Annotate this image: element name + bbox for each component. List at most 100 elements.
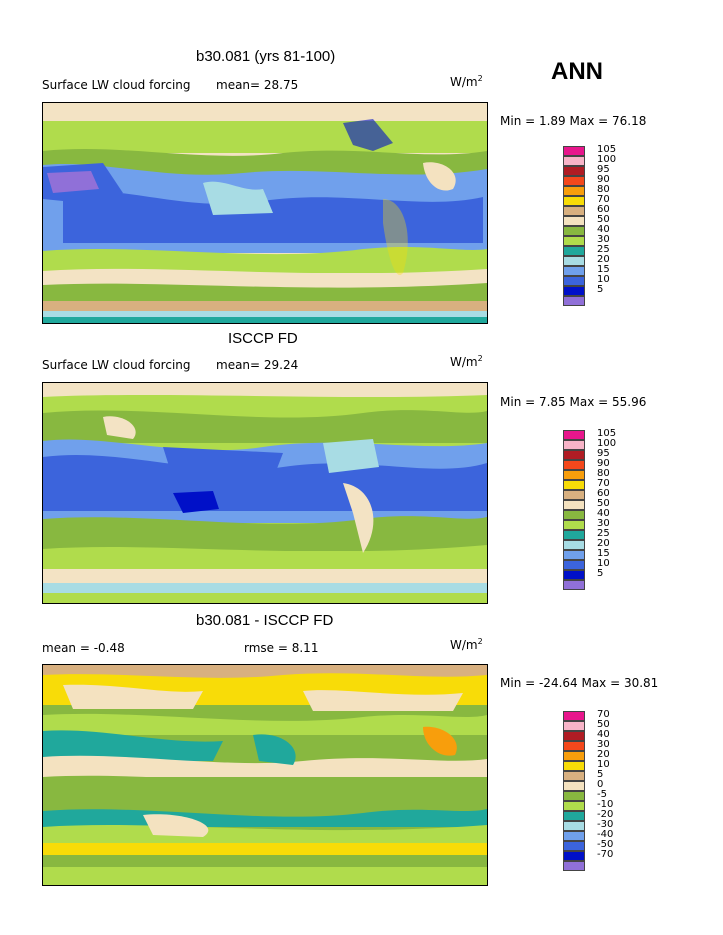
legend-swatch bbox=[563, 460, 585, 470]
panel3-title: b30.081 - ISCCP FD bbox=[196, 612, 334, 629]
legend-swatch bbox=[563, 530, 585, 540]
legend-swatch bbox=[563, 256, 585, 266]
legend-label: -10 bbox=[597, 799, 614, 810]
legend-swatch bbox=[563, 550, 585, 560]
legend-label: -30 bbox=[597, 819, 614, 830]
legend-swatch bbox=[563, 761, 585, 771]
legend-swatch bbox=[563, 440, 585, 450]
legend-label: 20 bbox=[597, 538, 610, 549]
legend-label: -70 bbox=[597, 849, 614, 860]
legend-swatch bbox=[563, 510, 585, 520]
legend-swatch bbox=[563, 731, 585, 741]
legend-swatch bbox=[563, 831, 585, 841]
legend-swatch bbox=[563, 580, 585, 590]
legend-swatch bbox=[563, 286, 585, 296]
legend-label: 30 bbox=[597, 739, 610, 750]
legend-swatch bbox=[563, 480, 585, 490]
legend-label: 95 bbox=[597, 164, 610, 175]
legend-swatch bbox=[563, 450, 585, 460]
legend-label: 30 bbox=[597, 234, 610, 245]
legend-swatch bbox=[563, 741, 585, 751]
legend-swatch bbox=[563, 821, 585, 831]
legend-swatch bbox=[563, 490, 585, 500]
legend-swatch bbox=[563, 801, 585, 811]
legend-label: 30 bbox=[597, 518, 610, 529]
panel1-units: W/m2 bbox=[450, 74, 483, 89]
legend-swatch bbox=[563, 156, 585, 166]
panel1-minmax: Min = 1.89 Max = 76.18 bbox=[500, 114, 647, 128]
legend-label: 95 bbox=[597, 448, 610, 459]
legend-label: 70 bbox=[597, 194, 610, 205]
panel1-map bbox=[42, 102, 488, 324]
legend-label: 5 bbox=[597, 568, 604, 579]
legend-label: -20 bbox=[597, 809, 614, 820]
legend-label: 80 bbox=[597, 468, 610, 479]
panel2-minmax: Min = 7.85 Max = 55.96 bbox=[500, 395, 647, 409]
panel2-units: W/m2 bbox=[450, 354, 483, 369]
legend-label: 15 bbox=[597, 264, 610, 275]
legend-swatch bbox=[563, 186, 585, 196]
legend-label: 70 bbox=[597, 709, 610, 720]
legend-label: 15 bbox=[597, 548, 610, 559]
legend-label: 25 bbox=[597, 244, 610, 255]
legend-label: 40 bbox=[597, 508, 610, 519]
legend-label: -5 bbox=[597, 789, 607, 800]
legend-label: 10 bbox=[597, 558, 610, 569]
legend-label: 70 bbox=[597, 478, 610, 489]
panel1-mean: mean= 28.75 bbox=[216, 78, 299, 92]
legend-swatch bbox=[563, 791, 585, 801]
legend-label: 105 bbox=[597, 428, 617, 439]
season-label: ANN bbox=[551, 58, 603, 85]
legend-label: 50 bbox=[597, 214, 610, 225]
legend-label: 60 bbox=[597, 488, 610, 499]
panel2-title: ISCCP FD bbox=[228, 330, 298, 347]
legend-label: 90 bbox=[597, 458, 610, 469]
legend-label: 100 bbox=[597, 438, 617, 449]
legend-label: 80 bbox=[597, 184, 610, 195]
legend-swatch bbox=[563, 430, 585, 440]
panel3-units: W/m2 bbox=[450, 637, 483, 652]
legend-label: 100 bbox=[597, 154, 617, 165]
legend-label: 5 bbox=[597, 284, 604, 295]
legend-swatch bbox=[563, 540, 585, 550]
legend-swatch bbox=[563, 470, 585, 480]
panel2-map bbox=[42, 382, 488, 604]
legend-swatch bbox=[563, 851, 585, 861]
legend-swatch bbox=[563, 711, 585, 721]
panel1-title: b30.081 (yrs 81-100) bbox=[196, 48, 336, 65]
legend-swatch bbox=[563, 500, 585, 510]
legend-label: 10 bbox=[597, 759, 610, 770]
legend-label: 20 bbox=[597, 749, 610, 760]
legend-swatch bbox=[563, 811, 585, 821]
legend-swatch bbox=[563, 721, 585, 731]
legend-swatch bbox=[563, 176, 585, 186]
legend-label: -40 bbox=[597, 829, 614, 840]
legend-swatch bbox=[563, 296, 585, 306]
panel3-rmse: rmse = 8.11 bbox=[244, 641, 319, 655]
legend-swatch bbox=[563, 570, 585, 580]
panel2-mean: mean= 29.24 bbox=[216, 358, 299, 372]
legend-label: 25 bbox=[597, 528, 610, 539]
legend-swatch bbox=[563, 841, 585, 851]
legend-swatch bbox=[563, 751, 585, 761]
legend-label: 40 bbox=[597, 729, 610, 740]
legend-label: 20 bbox=[597, 254, 610, 265]
legend-swatch bbox=[563, 246, 585, 256]
legend-swatch bbox=[563, 276, 585, 286]
legend-swatch bbox=[563, 266, 585, 276]
legend-swatch bbox=[563, 226, 585, 236]
legend-label: 105 bbox=[597, 144, 617, 155]
legend-swatch bbox=[563, 560, 585, 570]
legend-swatch bbox=[563, 236, 585, 246]
legend-swatch bbox=[563, 196, 585, 206]
panel1-variable: Surface LW cloud forcing bbox=[42, 78, 191, 92]
legend-swatch bbox=[563, 781, 585, 791]
legend-label: 5 bbox=[597, 769, 604, 780]
legend-label: 10 bbox=[597, 274, 610, 285]
legend-swatch bbox=[563, 166, 585, 176]
legend-swatch bbox=[563, 216, 585, 226]
panel2-variable: Surface LW cloud forcing bbox=[42, 358, 191, 372]
legend-label: 90 bbox=[597, 174, 610, 185]
legend-label: 40 bbox=[597, 224, 610, 235]
legend-label: 50 bbox=[597, 719, 610, 730]
